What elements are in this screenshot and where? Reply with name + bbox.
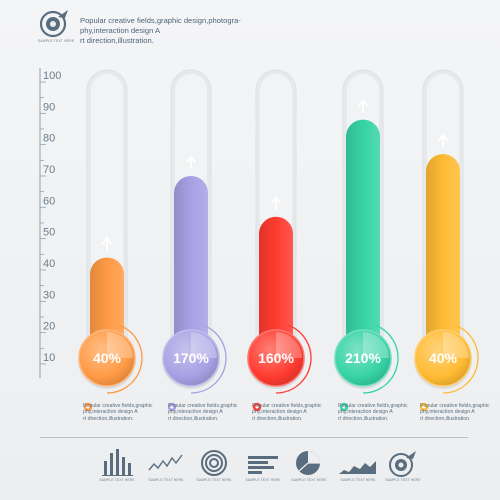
bar-group: 170% (162, 69, 227, 412)
percent-badge (334, 329, 392, 387)
caption-bullet-dot (170, 405, 174, 409)
header-logo-caption: SAMPLE TEXT HERE (37, 39, 75, 43)
caption-bullet-dot (422, 405, 426, 409)
bar (174, 175, 208, 358)
percent-label: 40% (429, 350, 458, 366)
caption-bullet-dot (86, 405, 90, 409)
percent-label: 40% (93, 350, 122, 366)
bar-caption-line: rt direction,illustration. (83, 415, 134, 422)
badge-highlight (363, 332, 389, 358)
bar-caption-3: Popular creative fields,graphic phy,inte… (252, 403, 322, 422)
progress-ring (190, 324, 227, 394)
y-tick-label: 30 (43, 289, 55, 301)
bar-caption-line: phy,interaction design A (83, 409, 138, 416)
bar-caption-2: Popular creative fields,graphic phy,inte… (168, 403, 238, 422)
percent-badge (162, 329, 220, 387)
bar-caption-line: phy,interaction design A (168, 409, 223, 416)
divider (40, 437, 468, 438)
concentric-circles-icon (201, 450, 227, 476)
header-line: phy,interaction design A (80, 26, 161, 35)
y-axis: 10 20 30 40 50 60 70 80 90 100 (39, 68, 61, 378)
progress-ring (275, 324, 312, 394)
bar-caption-line: Popular creative fields,graphic (83, 403, 153, 409)
bar (346, 119, 380, 358)
caption-bullet-dot (255, 405, 259, 409)
percent-badge (247, 329, 305, 387)
y-tick-label: 60 (43, 195, 55, 207)
y-tick-label: 20 (43, 321, 55, 333)
progress-ring (106, 324, 143, 394)
bar-caption-line: phy,interaction design A (338, 409, 393, 416)
header-text: Popular creative fields,graphic design,p… (80, 16, 270, 46)
icon-caption: SAMPLE TEXT HERE (99, 478, 135, 482)
progress-ring (442, 324, 479, 394)
horizontal-bars-icon (248, 456, 278, 474)
bar-caption-line: Popular creative fields,graphic (420, 403, 490, 409)
badge-highlight (276, 332, 302, 358)
y-tick-label: 80 (43, 133, 55, 145)
bar-caption-line: phy,interaction design A (420, 409, 475, 416)
arrow-up-icon (186, 155, 196, 169)
y-tick-label: 50 (43, 227, 55, 239)
bar-group: 210% (334, 69, 399, 412)
bar-caption-line: Popular creative fields,graphic (168, 403, 238, 409)
y-tick-label: 100 (43, 70, 61, 82)
line-chart-icon (148, 454, 183, 471)
pie-chart-icon (296, 451, 320, 475)
icon-caption: SAMPLE TEXT HERE (385, 478, 421, 482)
target-icon (389, 451, 416, 477)
bar-chart-icon (102, 449, 133, 476)
bar-caption-1: Popular creative fields,graphic phy,inte… (83, 403, 153, 422)
arrow-up-icon (271, 196, 281, 210)
bar-group: 40% (78, 69, 143, 412)
bar-group: 40% (414, 69, 479, 412)
bar-group: 160% (247, 69, 312, 412)
progress-ring (362, 324, 399, 394)
percent-label: 210% (345, 350, 381, 366)
y-tick-label: 70 (43, 164, 55, 176)
percent-label: 160% (258, 350, 294, 366)
bar-caption-4: Popular creative fields,graphic phy,inte… (338, 403, 408, 422)
percent-label: 170% (173, 350, 209, 366)
icon-caption: SAMPLE TEXT HERE (148, 478, 184, 482)
icon-caption: SAMPLE TEXT HERE (196, 478, 232, 482)
y-tick-label: 40 (43, 258, 55, 270)
bar-caption-line: rt direction,illustration. (168, 415, 219, 422)
bar (259, 216, 293, 358)
y-tick-label: 90 (43, 101, 55, 113)
badge-highlight (191, 332, 217, 358)
caption-bullet-dot (342, 405, 346, 409)
bar-caption-line: rt direction,illustration. (420, 415, 471, 422)
badge-highlight (107, 332, 133, 358)
header-line: Popular creative fields,graphic design,p… (80, 16, 241, 25)
bar-caption-5: Popular creative fields,graphic phy,inte… (420, 403, 490, 422)
arrow-up-icon (102, 237, 112, 251)
bar-caption-line: phy,interaction design A (252, 409, 307, 416)
percent-badge (414, 329, 472, 387)
y-tick-label: 10 (43, 352, 55, 364)
bar-caption-line: rt direction,illustration. (252, 415, 303, 422)
bar-caption-line: Popular creative fields,graphic (252, 403, 322, 409)
bar-caption-line: Popular creative fields,graphic (338, 403, 408, 409)
percent-badge (78, 329, 136, 387)
header-line: rt direction,illustration. (80, 36, 154, 45)
icon-caption: SAMPLE TEXT HERE (245, 478, 281, 482)
arrow-up-icon (438, 134, 448, 148)
icon-caption: SAMPLE TEXT HERE (340, 478, 376, 482)
badge-highlight (443, 332, 469, 358)
area-chart-icon (339, 461, 376, 474)
bar (426, 154, 460, 358)
icon-caption: SAMPLE TEXT HERE (291, 478, 327, 482)
bar-caption-line: rt direction,illustration. (338, 415, 389, 422)
header-logo-icon (39, 10, 68, 38)
arrow-up-icon (358, 99, 368, 113)
bars: 40% 170% 160% 210% 40% (78, 69, 479, 412)
